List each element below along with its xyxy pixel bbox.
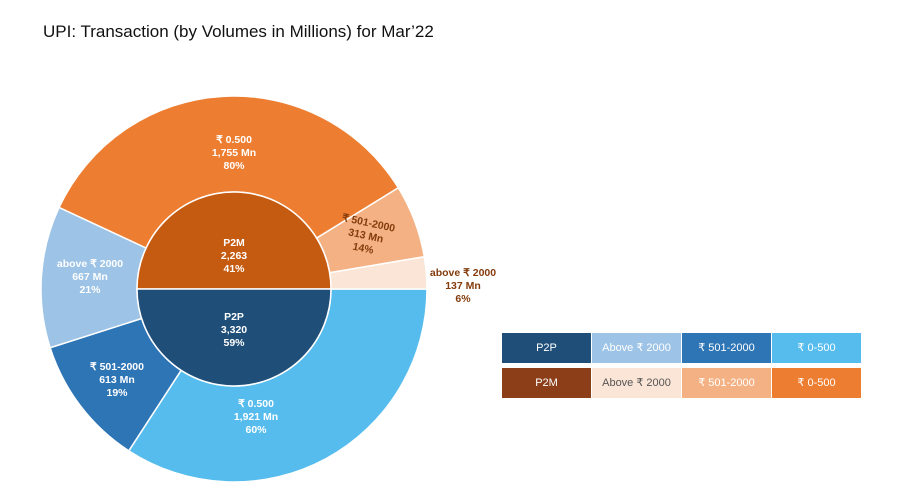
outer-label-p2p-501-2000-line-2: 613 Mn (99, 374, 135, 386)
outer-label-p2p-0-500-line-1: ₹ 0.500 (238, 398, 274, 410)
legend-cell-p2p-501-2000: ₹ 501-2000 (682, 333, 771, 363)
outer-label-p2p-501-2000-line-3: 19% (106, 387, 128, 399)
inner-slice-p2m (136, 191, 332, 290)
outer-label-p2p-0-500: ₹ 0.500 1,921 Mn 60% (234, 398, 278, 436)
outer-label-p2m-0-500-line-2: 1,755 Mn (212, 147, 256, 159)
legend-cell-p2p: P2P (502, 333, 591, 363)
inner-label-p2m-line-3: 41% (223, 263, 245, 275)
outer-label-p2m-above-2000: above ₹ 2000 137 Mn 6% (430, 267, 496, 305)
legend-cell-p2m-501-2000: ₹ 501-2000 (682, 368, 771, 398)
inner-label-p2p-line-2: 3,320 (221, 324, 247, 336)
inner-label-p2m-line-2: 2,263 (221, 250, 247, 262)
inner-label-p2m-line-1: P2M (223, 237, 245, 249)
outer-label-p2p-above-2000-line-1: above ₹ 2000 (57, 258, 123, 270)
legend-row-p2p: P2P Above ₹ 2000 ₹ 501-2000 ₹ 0-500 (502, 333, 862, 363)
legend-cell-p2p-0-500: ₹ 0-500 (772, 333, 861, 363)
legend: P2P Above ₹ 2000 ₹ 501-2000 ₹ 0-500 P2M … (502, 333, 862, 403)
legend-cell-p2p-above-2000: Above ₹ 2000 (592, 333, 681, 363)
inner-label-p2p: P2P 3,320 59% (221, 311, 247, 349)
outer-label-p2p-0-500-line-3: 60% (245, 424, 267, 436)
outer-label-p2p-above-2000-line-2: 667 Mn (72, 271, 108, 283)
outer-label-p2p-above-2000-line-3: 21% (79, 284, 101, 296)
chart-title: UPI: Transaction (by Volumes in Millions… (43, 22, 434, 41)
outer-label-p2p-0-500-line-2: 1,921 Mn (234, 411, 278, 423)
outer-label-p2m-0-500: ₹ 0.500 1,755 Mn 80% (212, 134, 256, 172)
outer-label-p2m-above-2000-line-2: 137 Mn (445, 280, 481, 292)
legend-cell-p2m-0-500: ₹ 0-500 (772, 368, 861, 398)
outer-label-p2m-501-2000-line-3: 14% (352, 241, 376, 257)
outer-label-p2p-501-2000: ₹ 501-2000 613 Mn 19% (90, 361, 144, 399)
outer-label-p2m-0-500-line-1: ₹ 0.500 (216, 134, 252, 146)
legend-cell-p2m: P2M (502, 368, 591, 398)
outer-label-p2m-above-2000-line-1: above ₹ 2000 (430, 267, 496, 279)
inner-slice-p2p (136, 288, 332, 387)
legend-row-p2m: P2M Above ₹ 2000 ₹ 501-2000 ₹ 0-500 (502, 368, 862, 398)
inner-label-p2p-line-1: P2P (224, 311, 244, 323)
outer-label-p2m-0-500-line-3: 80% (223, 160, 245, 172)
legend-cell-p2m-above-2000: Above ₹ 2000 (592, 368, 681, 398)
inner-label-p2m: P2M 2,263 41% (221, 237, 247, 275)
outer-label-p2m-above-2000-line-3: 6% (455, 293, 471, 305)
outer-label-p2p-above-2000: above ₹ 2000 667 Mn 21% (57, 258, 123, 296)
inner-label-p2p-line-3: 59% (223, 337, 245, 349)
outer-label-p2p-501-2000-line-1: ₹ 501-2000 (90, 361, 144, 373)
